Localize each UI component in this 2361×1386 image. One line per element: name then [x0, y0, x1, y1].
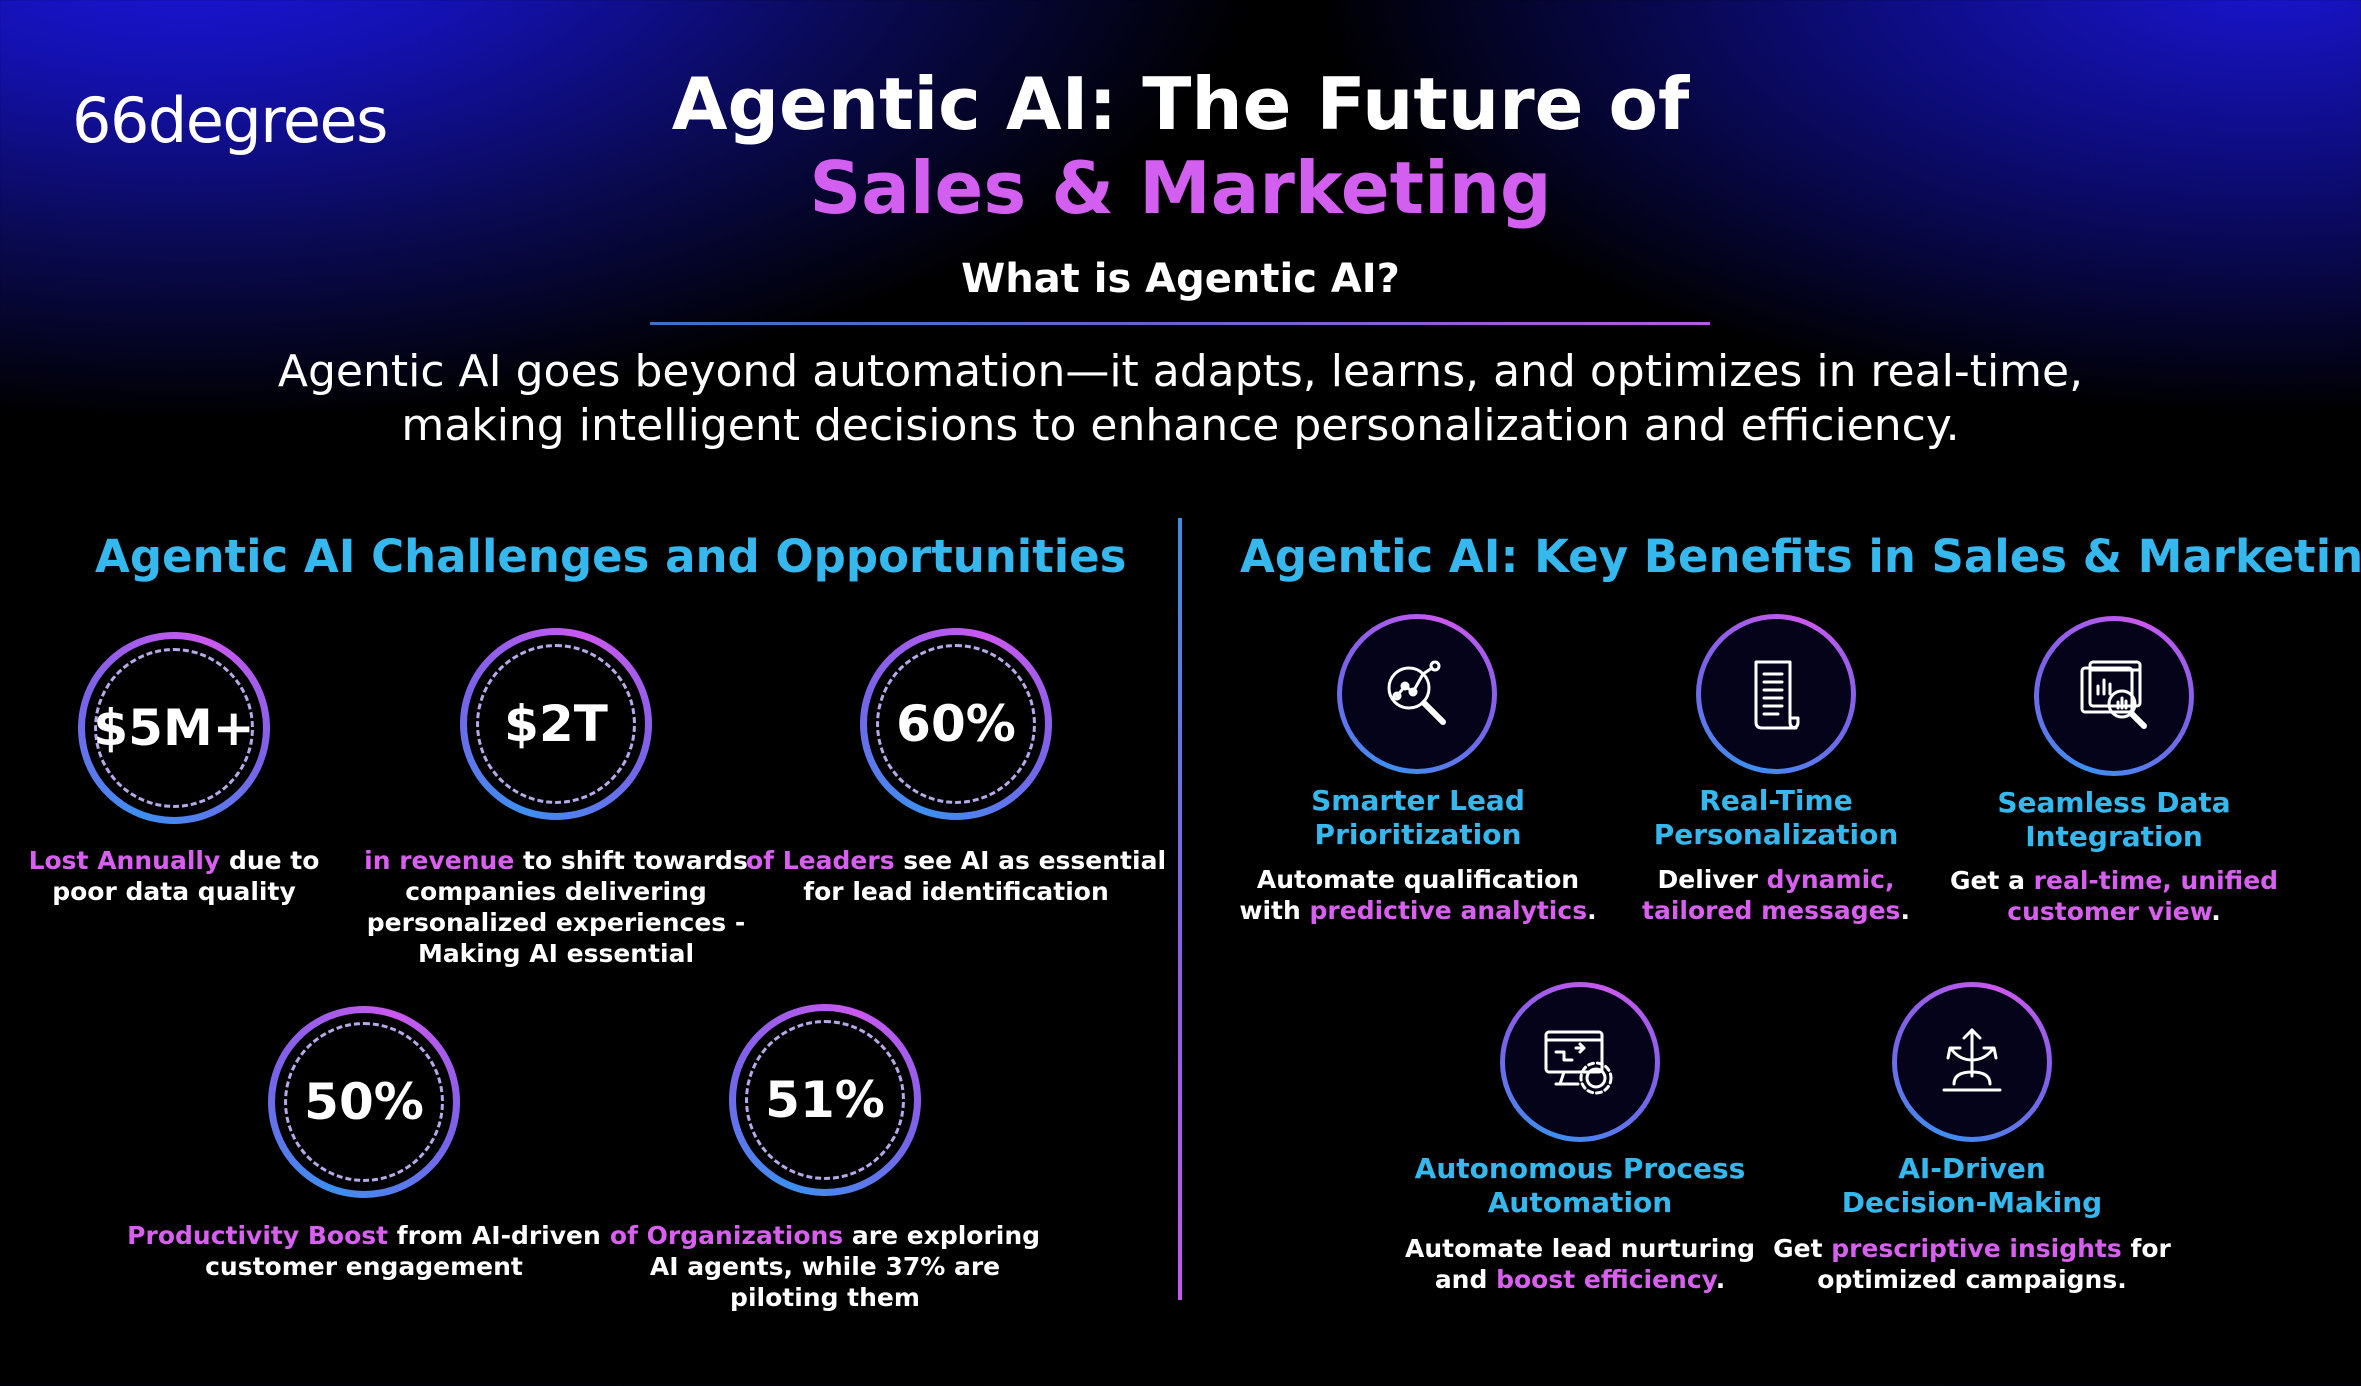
benefit-title-line: Seamless Data: [1997, 786, 2231, 819]
benefit-title-lead-prioritization: Smarter Lead Prioritization: [1218, 784, 1618, 852]
benefit-highlight: predictive analytics: [1309, 896, 1588, 925]
stat-circle-leaders: 60%: [860, 628, 1052, 820]
benefit-text: .: [1900, 896, 1910, 925]
stat-circle-revenue: $2T: [460, 628, 652, 820]
stat-circle-organizations: 51%: [729, 1004, 921, 1196]
benefit-description-lead-prioritization: Automate qualification with predictive a…: [1218, 864, 1618, 926]
benefit-text: Get: [1773, 1234, 1832, 1263]
benefit-highlight: dynamic,: [1766, 865, 1895, 894]
benefits-section-title: Agentic AI: Key Benefits in Sales & Mark…: [1240, 530, 2361, 583]
stat-value: $2T: [504, 695, 608, 753]
benefit-text: and: [1434, 1265, 1497, 1294]
analytics-magnifier-icon: [1387, 660, 1446, 725]
benefit-text: Get a: [1949, 866, 2034, 895]
stat-text: customer engagement: [205, 1252, 523, 1281]
stat-description-leaders: of Leaders see AI as essential for lead …: [746, 845, 1166, 907]
benefit-title-personalization: Real-Time Personalization: [1576, 784, 1976, 852]
benefit-circle-data-integration: [2034, 616, 2194, 776]
stat-circle-lost-annually: $5M+: [78, 632, 270, 824]
benefit-description-decision-making: Get prescriptive insights for optimized …: [1752, 1233, 2192, 1295]
stat-description-lost-annually: Lost Annually due to poor data quality: [14, 845, 334, 907]
benefit-highlight: tailored messages: [1642, 896, 1901, 925]
benefit-description-data-integration: Get a real-time, unified customer view.: [1894, 865, 2334, 927]
benefit-highlight: prescriptive insights: [1831, 1234, 2122, 1263]
stat-text: for lead identification: [803, 877, 1109, 906]
stat-text: personalized experiences -: [366, 908, 746, 937]
benefit-title-data-integration: Seamless Data Integration: [1914, 786, 2314, 854]
benefit-highlight: customer view: [2007, 897, 2212, 926]
benefit-highlight: real-time, unified: [2033, 866, 2279, 895]
section-divider: [1178, 518, 1182, 1300]
stat-text: companies delivering: [405, 877, 707, 906]
stat-text: to shift towards: [514, 846, 748, 875]
stat-value: 51%: [765, 1071, 885, 1129]
benefit-title-line: AI-Driven: [1898, 1152, 2046, 1185]
benefit-description-personalization: Deliver dynamic, tailored messages.: [1576, 864, 1976, 926]
benefit-title-line: Real-Time: [1699, 784, 1853, 817]
stat-value: $5M+: [93, 699, 255, 757]
benefit-title-line: Decision-Making: [1841, 1186, 2103, 1219]
stat-text: piloting them: [730, 1283, 920, 1312]
benefit-circle-lead-prioritization: [1337, 614, 1497, 774]
stat-highlight: Productivity Boost: [127, 1221, 389, 1250]
benefit-title-decision-making: AI-Driven Decision-Making: [1772, 1152, 2172, 1220]
stat-text: from AI-driven: [388, 1221, 601, 1250]
intro-text: Agentic AI goes beyond automation—it ada…: [0, 345, 2361, 453]
stat-text: are exploring: [843, 1221, 1041, 1250]
benefit-title-line: Personalization: [1653, 818, 1899, 851]
benefit-text: for: [2121, 1234, 2171, 1263]
stat-highlight: in revenue: [364, 846, 515, 875]
document-icon: [1754, 660, 1800, 730]
stat-text: see AI as essential: [894, 846, 1167, 875]
monitor-gear-icon: [1544, 1030, 1613, 1095]
benefit-circle-process-automation: [1500, 982, 1660, 1142]
benefit-text: optimized campaigns.: [1817, 1265, 2127, 1294]
stat-value: 50%: [304, 1073, 424, 1131]
stat-highlight: Lost Annually: [28, 846, 221, 875]
benefit-highlight: boost efficiency: [1496, 1265, 1716, 1294]
stat-text: AI agents, while 37% are: [649, 1252, 1001, 1281]
benefit-text: .: [1715, 1265, 1726, 1294]
stat-text: poor data quality: [52, 877, 296, 906]
decision-arrows-icon: [1942, 1028, 2002, 1092]
benefit-title-line: Automation: [1487, 1186, 1673, 1219]
stat-description-revenue: in revenue to shift towards companies de…: [356, 845, 756, 969]
benefit-text: Automate lead nurturing: [1404, 1234, 1756, 1263]
benefit-description-process-automation: Automate lead nurturing and boost effici…: [1380, 1233, 1780, 1295]
benefit-text: .: [1587, 896, 1597, 925]
stat-description-organizations: of Organizations are exploring AI agents…: [605, 1220, 1045, 1313]
benefit-text: .: [2211, 897, 2221, 926]
benefit-title-line: Prioritization: [1314, 818, 1522, 851]
stat-highlight: of Organizations: [609, 1221, 844, 1250]
page-title-line1: Agentic AI: The Future of: [671, 62, 1690, 146]
benefit-circle-decision-making: [1892, 982, 2052, 1142]
company-logo: 66degrees: [72, 84, 388, 157]
page-subtitle: What is Agentic AI?: [961, 256, 1400, 302]
title-divider: [650, 322, 1710, 325]
stat-highlight: of Leaders: [746, 846, 895, 875]
benefit-circle-personalization: [1696, 614, 1856, 774]
benefit-title-line: Smarter Lead: [1311, 784, 1525, 817]
benefit-title-process-automation: Autonomous Process Automation: [1380, 1152, 1780, 1220]
stat-text: due to: [220, 846, 320, 875]
benefit-text: Deliver: [1657, 865, 1767, 894]
benefit-title-line: Integration: [2025, 820, 2203, 853]
benefit-title-line: Autonomous Process: [1414, 1152, 1746, 1185]
benefit-text: Automate qualification: [1256, 865, 1580, 894]
intro-line-1: Agentic AI goes beyond automation—it ada…: [277, 346, 2084, 397]
stat-description-productivity: Productivity Boost from AI-driven custom…: [124, 1220, 604, 1282]
data-search-icon: [2080, 660, 2147, 729]
stat-value: 60%: [896, 695, 1016, 753]
page-title-line2: Sales & Marketing: [809, 146, 1552, 230]
intro-line-2: making intelligent decisions to enhance …: [401, 400, 1960, 451]
stat-text: Making AI essential: [417, 939, 695, 968]
challenges-section-title: Agentic AI Challenges and Opportunities: [95, 530, 1127, 583]
stat-circle-productivity: 50%: [268, 1006, 460, 1198]
benefit-text: with: [1239, 896, 1310, 925]
